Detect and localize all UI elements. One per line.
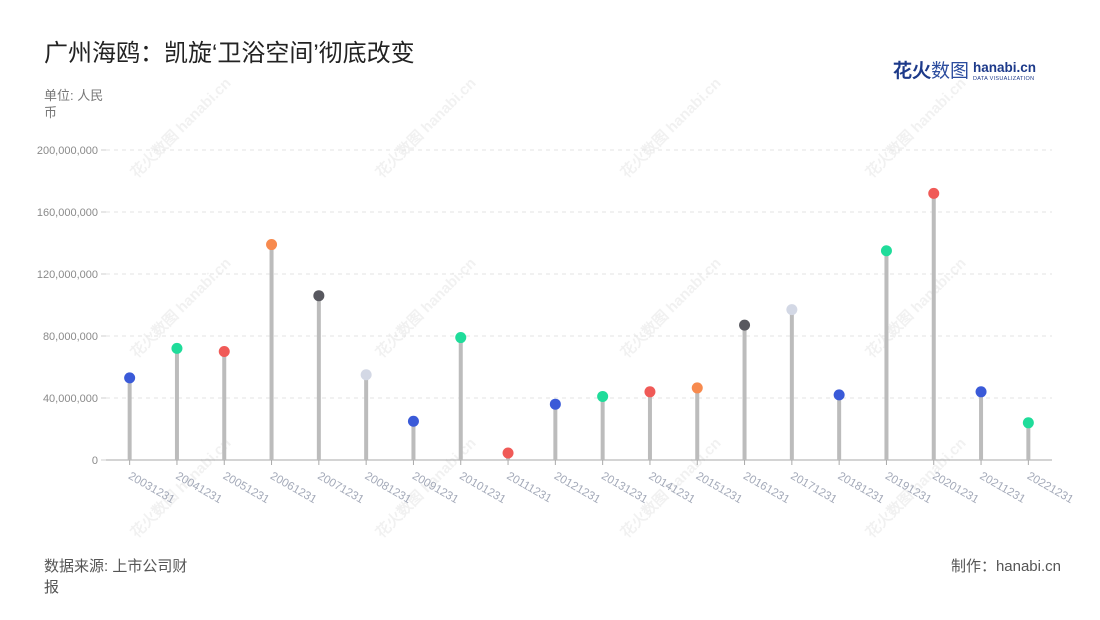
y-tick-label: 120,000,000 [37, 269, 98, 281]
lollipop-point [644, 386, 656, 398]
lollipop-point [880, 245, 892, 257]
x-tick-label: 20091231 [410, 470, 460, 506]
logo-tagline: DATA VISUALIZATION [973, 76, 1035, 82]
chart-credit: 制作：hanabi.cn [950, 558, 1061, 575]
logo-domain: hanabi.cn [973, 60, 1037, 75]
y-tick-label: 80,000,000 [43, 331, 98, 343]
x-tick-label: 20031231 [126, 470, 176, 506]
y-tick-label: 200,000,000 [37, 145, 98, 157]
lollipop-point [171, 342, 183, 354]
lollipop-point [360, 369, 372, 381]
x-tick-label: 20191231 [883, 470, 933, 506]
lollipop-point [266, 239, 278, 251]
y-tick-label: 160,000,000 [37, 207, 98, 219]
x-tick-label: 20181231 [836, 470, 886, 506]
x-tick-label: 20161231 [741, 470, 791, 506]
unit-label: 单位: 人民币 [44, 88, 104, 120]
lollipop-point [691, 382, 703, 394]
data-source: 数据来源: 上市公司财报 [44, 558, 188, 596]
y-tick-label: 40,000,000 [43, 393, 98, 405]
x-tick-label: 20221231 [1025, 470, 1075, 506]
x-tick-label: 20041231 [173, 470, 223, 506]
x-tick-label: 20171231 [788, 470, 838, 506]
lollipop-point [502, 447, 514, 459]
x-tick-label: 20211231 [978, 470, 1028, 506]
x-tick-label: 20201231 [930, 470, 980, 506]
logo-brand-primary: 花火 [893, 61, 932, 82]
x-tick-label: 20071231 [315, 470, 365, 506]
x-tick-label: 20131231 [599, 470, 649, 506]
x-tick-label: 20151231 [694, 470, 744, 506]
x-tick-label: 20111231 [505, 470, 554, 505]
x-tick-label: 20081231 [363, 470, 413, 506]
lollipop-point [218, 346, 230, 357]
lollipop-point [549, 398, 561, 410]
lollipop-point [124, 372, 136, 384]
lollipop-point [407, 415, 419, 427]
lollipop-point [833, 389, 845, 401]
brand-logo: 花火 数图 hanabi.cn DATA VISUALIZATION [893, 59, 1036, 85]
lollipop-point [597, 390, 609, 402]
lollipop-point [786, 304, 798, 316]
x-tick-label: 20051231 [221, 470, 271, 506]
lollipop-point [313, 290, 325, 302]
x-tick-label: 20061231 [268, 470, 318, 506]
lollipop-point [455, 332, 467, 344]
x-tick-label: 20121231 [552, 470, 602, 506]
logo-english-block: hanabi.cn DATA VISUALIZATION [973, 61, 1036, 83]
x-tick-label: 20101231 [457, 470, 507, 506]
lollipop-point [928, 187, 940, 199]
logo-brand-secondary: 数图 [931, 61, 970, 82]
lollipop-point [739, 319, 751, 331]
lollipop-point [975, 386, 987, 398]
lollipop-point [1022, 417, 1034, 429]
chart-title: 广州海鸥：凯旋‘卫浴空间’彻底改变 [44, 40, 415, 67]
y-tick-label: 0 [92, 455, 98, 467]
x-tick-label: 20141231 [646, 470, 696, 506]
